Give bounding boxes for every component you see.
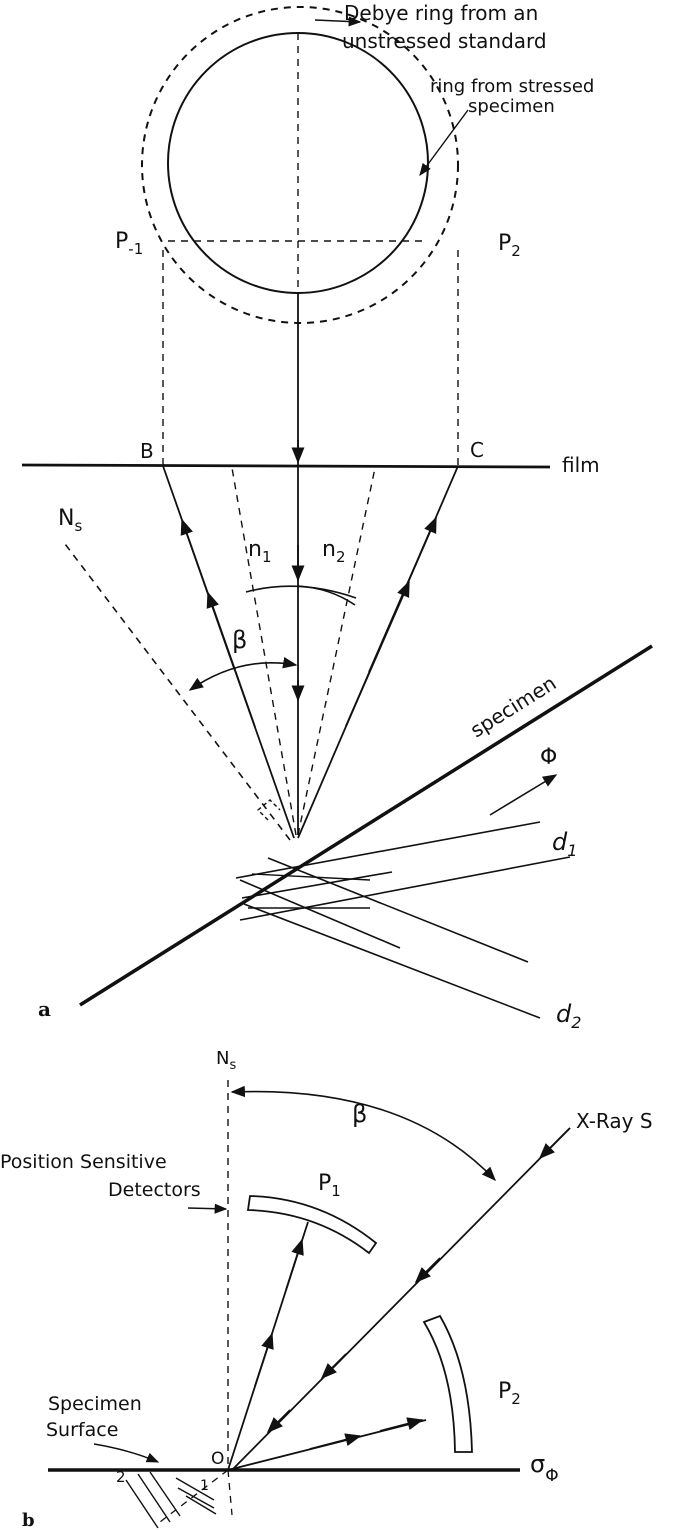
beta-label-b: β	[352, 1100, 367, 1128]
plane-d1-3	[239, 856, 571, 921]
diffracted-p1-arrow-2	[285, 1238, 304, 1291]
beta-arc-a	[188, 657, 298, 691]
point-p2: P2	[498, 231, 521, 260]
detector-p1	[246, 1195, 378, 1255]
label-d2: d2	[556, 1000, 581, 1032]
debye-label-line1: Debye ring from an	[344, 1, 538, 25]
diffracted-arrow-left-2	[206, 591, 256, 728]
point-b: B	[140, 439, 154, 463]
plane-d1-1	[235, 821, 541, 879]
specimen-surface-a	[79, 644, 653, 1007]
part-a: Debye ring from an unstressed standard r…	[21, 1, 653, 1032]
normal-n2	[297, 467, 376, 836]
specimen-normal	[61, 539, 291, 841]
debye-leader-arrow	[314, 16, 362, 27]
label-p2: P2	[498, 1379, 521, 1408]
panel-label-b: b	[22, 1510, 35, 1530]
plane-line-2a	[125, 1479, 159, 1529]
label-n2: n2	[322, 537, 346, 566]
plane-d2-3	[243, 903, 541, 1019]
plane-d2-1	[267, 857, 529, 963]
detector-p2	[422, 1314, 473, 1453]
xray-beam	[231, 1127, 571, 1471]
panel-label-a: a	[38, 997, 51, 1021]
part-b: Ns β X-Ray S P1 P2 Position Sensitive De…	[0, 1048, 653, 1530]
plane-label-2: 2	[116, 1468, 126, 1486]
xray-arrow-1	[538, 1127, 571, 1160]
diffracted-p2-arrow-1	[309, 1433, 362, 1450]
detectors-label-line1: Position Sensitive	[0, 1151, 167, 1173]
xray-arrow-3	[320, 1353, 347, 1380]
xray-arrow-4	[266, 1409, 291, 1434]
diffracted-p2-arrow-2	[379, 1417, 424, 1432]
phi-direction-arrow	[489, 774, 558, 816]
detectors-label-line2: Detectors	[108, 1179, 201, 1201]
stressed-label-line2: specimen	[468, 96, 555, 117]
plane-d1-2	[241, 871, 393, 899]
diffracted-p1-arrow-1	[254, 1332, 274, 1387]
film-label: film	[562, 453, 600, 477]
plane-d2-2	[239, 879, 401, 949]
surface-label-line1: Specimen	[48, 1393, 142, 1415]
detectors-leader-arrow	[187, 1203, 228, 1214]
debye-label-line2: unstressed standard	[342, 29, 547, 53]
sigma-phi-label: σΦ	[530, 1450, 559, 1486]
xray-arrow-2	[414, 1257, 441, 1284]
xray-label: X-Ray S	[576, 1109, 653, 1133]
label-d1: d1	[552, 828, 577, 860]
label-ns-b: Ns	[216, 1048, 236, 1073]
plane-normal-2	[159, 1469, 229, 1523]
arc-n2-inner	[297, 585, 356, 606]
point-c: C	[470, 438, 484, 462]
plane-line-2c	[149, 1471, 181, 1517]
label-ns-a: Ns	[58, 506, 82, 535]
label-p1: P1	[318, 1171, 341, 1200]
diffracted-arrow-right-2	[345, 580, 410, 727]
stressed-leader-arrow	[419, 109, 469, 177]
plane-line-2b	[137, 1473, 171, 1523]
surface-leader-arrow	[93, 1443, 160, 1463]
phi-label: Φ	[540, 745, 557, 770]
debye-ring-unstressed	[141, 6, 459, 324]
plane-line-1a	[175, 1477, 215, 1501]
normal-n1	[231, 467, 297, 836]
surface-label-line2: Surface	[46, 1419, 118, 1441]
origin-label: O	[211, 1449, 224, 1469]
film-line	[21, 463, 551, 469]
plane-line-1c	[185, 1495, 217, 1515]
right-angle-marker	[256, 799, 281, 821]
label-n1: n1	[248, 537, 272, 566]
plane-label-1: 1	[200, 1478, 209, 1494]
stressed-label-line1: ring from stressed	[430, 76, 594, 97]
plane-normal-1	[227, 1469, 233, 1516]
point-p-minus1: P-1	[115, 229, 143, 258]
beta-label-a: β	[232, 626, 247, 654]
beta-arc-b	[230, 1085, 496, 1182]
plane-line-1b	[177, 1487, 215, 1509]
plane-cross-1	[251, 873, 371, 881]
